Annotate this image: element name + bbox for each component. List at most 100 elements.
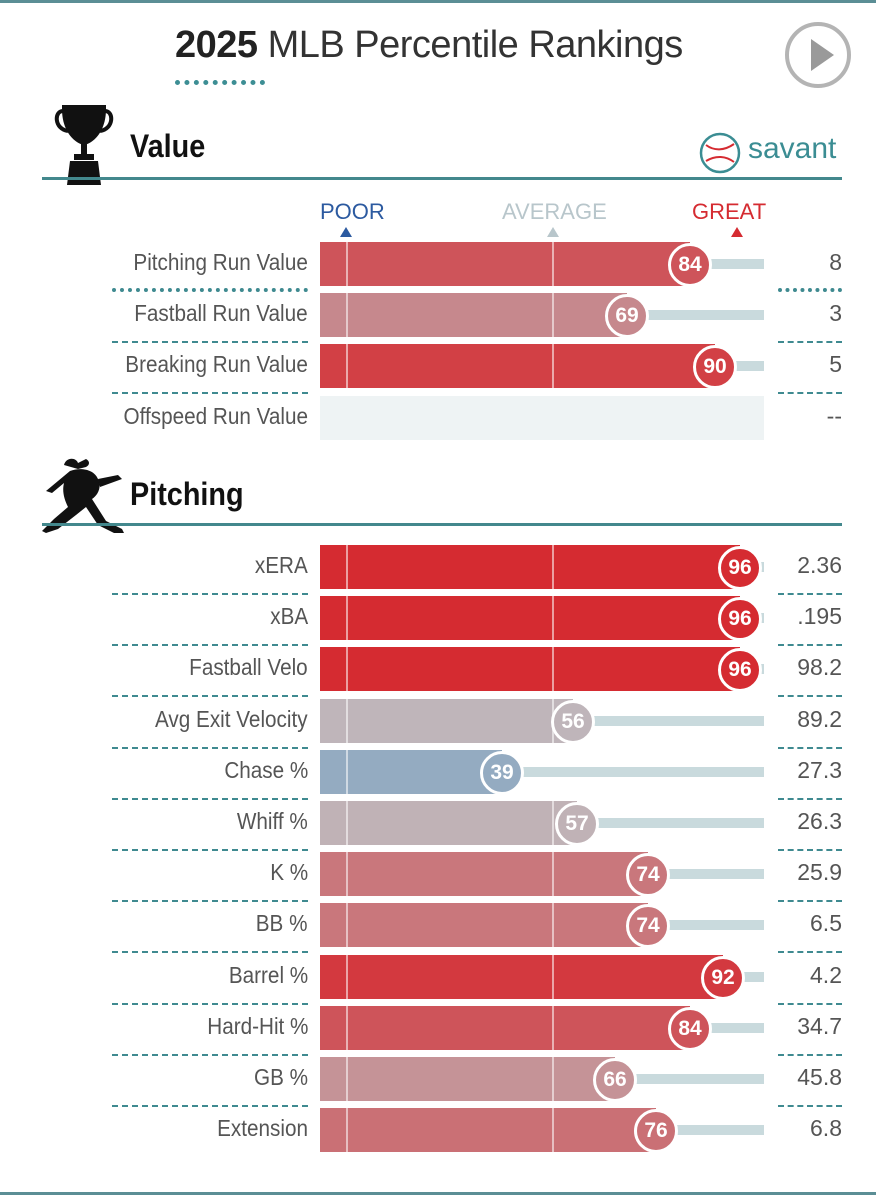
metric-label: Barrel % bbox=[228, 961, 308, 988]
poor-gridline bbox=[346, 596, 348, 641]
metric-label: BB % bbox=[256, 910, 308, 937]
percentile-track: 84 bbox=[320, 242, 764, 287]
metric-value: 45.8 bbox=[797, 1064, 842, 1090]
metric-label: Fastball Run Value bbox=[134, 300, 308, 327]
play-button[interactable] bbox=[785, 22, 851, 88]
row-separator bbox=[778, 746, 842, 749]
percentile-bar-remainder bbox=[573, 715, 764, 726]
scale-great-label: GREAT bbox=[692, 199, 767, 224]
row-separator-dotted bbox=[778, 288, 842, 292]
metric-value: 6.8 bbox=[810, 1115, 842, 1142]
metric-label: Offspeed Run Value bbox=[123, 402, 308, 429]
percentile-badge: 96 bbox=[718, 546, 762, 590]
metric-label: Avg Exit Velocity bbox=[155, 705, 308, 732]
poor-gridline bbox=[346, 647, 348, 692]
percentile-bar bbox=[320, 801, 577, 845]
average-gridline bbox=[552, 545, 554, 589]
row-separator bbox=[112, 746, 308, 749]
metric-value: 26.3 bbox=[797, 808, 842, 834]
row-separator bbox=[778, 392, 842, 395]
metric-label: Pitching Run Value bbox=[133, 249, 308, 275]
row-separator bbox=[778, 1053, 842, 1056]
row-separator bbox=[778, 849, 842, 851]
row-separator-dotted bbox=[112, 288, 308, 292]
row-separator bbox=[112, 797, 308, 800]
percentile-badge: 92 bbox=[701, 955, 745, 1000]
row-separator bbox=[112, 341, 308, 344]
percentile-bar bbox=[320, 596, 740, 641]
metric-label: Hard-Hit % bbox=[206, 1012, 308, 1039]
scale-average-label: AVERAGE bbox=[502, 199, 607, 224]
percentile-track: 90 bbox=[320, 344, 764, 390]
percentile-badge: 96 bbox=[718, 648, 762, 693]
metric-label: K % bbox=[270, 859, 308, 886]
metric-value: 8 bbox=[829, 249, 842, 275]
percentile-badge: 74 bbox=[626, 904, 670, 949]
row-separator bbox=[778, 593, 842, 595]
metric-value: 4.2 bbox=[810, 961, 842, 988]
percentile-bar-remainder bbox=[690, 1022, 764, 1033]
row-separator bbox=[112, 695, 308, 698]
percentile-track: 39 bbox=[320, 749, 764, 795]
scale-great-marker bbox=[731, 227, 743, 237]
row-separator bbox=[112, 392, 308, 395]
row-separator bbox=[112, 951, 308, 954]
savant-brand: savant bbox=[748, 132, 837, 165]
average-gridline bbox=[552, 242, 554, 286]
metric-value: 2.36 bbox=[797, 552, 842, 578]
percentile-bar bbox=[320, 1057, 615, 1101]
row-separator bbox=[112, 1105, 308, 1107]
metric-label: GB % bbox=[253, 1064, 308, 1090]
section-rule-pitching bbox=[42, 523, 842, 526]
scale-poor-label: POOR bbox=[320, 199, 385, 224]
scale-average-marker bbox=[547, 227, 559, 237]
percentile-bar bbox=[320, 954, 723, 999]
bottom-border bbox=[0, 1192, 876, 1195]
poor-gridline bbox=[346, 344, 348, 389]
page-title: 2025 MLB Percentile Rankings bbox=[175, 24, 683, 66]
percentile-bar-remainder bbox=[690, 259, 764, 269]
title-underline bbox=[175, 80, 265, 85]
percentile-track: 69 bbox=[320, 293, 764, 339]
percentile-bar-remainder bbox=[615, 1074, 764, 1084]
average-gridline bbox=[552, 954, 554, 999]
poor-gridline bbox=[346, 954, 348, 999]
percentile-track: 76 bbox=[320, 1108, 764, 1154]
percentile-track: 96 bbox=[320, 596, 764, 642]
row-separator bbox=[778, 951, 842, 954]
percentile-bar-remainder bbox=[656, 1125, 764, 1136]
poor-gridline bbox=[346, 698, 348, 743]
scale-poor-marker bbox=[340, 227, 352, 237]
play-icon bbox=[811, 39, 834, 71]
row-separator bbox=[778, 900, 842, 903]
percentile-bar-remainder bbox=[648, 869, 764, 880]
metric-value: 3 bbox=[829, 300, 842, 327]
poor-gridline bbox=[346, 242, 348, 286]
row-separator bbox=[112, 593, 308, 595]
percentile-bar-remainder bbox=[648, 920, 764, 931]
metric-value: 6.5 bbox=[810, 910, 842, 937]
percentile-track: 74 bbox=[320, 852, 764, 898]
average-gridline bbox=[552, 1057, 554, 1101]
metric-value: 89.2 bbox=[797, 705, 842, 732]
average-gridline bbox=[552, 344, 554, 389]
section-title-pitching: Pitching bbox=[130, 476, 244, 512]
section-rule-value bbox=[42, 177, 842, 180]
row-separator bbox=[112, 849, 308, 851]
percentile-bar bbox=[320, 1005, 690, 1050]
percentile-bar bbox=[320, 1108, 656, 1153]
trophy-icon bbox=[54, 105, 114, 185]
metric-value: 25.9 bbox=[797, 859, 842, 886]
percentile-bar bbox=[320, 344, 715, 389]
percentile-track: 92 bbox=[320, 954, 764, 1000]
average-gridline bbox=[552, 801, 554, 845]
percentile-badge: 66 bbox=[593, 1058, 637, 1102]
percentile-badge: 74 bbox=[626, 853, 670, 898]
poor-gridline bbox=[346, 545, 348, 589]
poor-gridline bbox=[346, 1108, 348, 1153]
percentile-bar bbox=[320, 242, 690, 286]
percentile-track: 84 bbox=[320, 1005, 764, 1051]
row-separator bbox=[778, 797, 842, 800]
percentile-bar-remainder bbox=[627, 310, 764, 321]
metric-label: xERA bbox=[255, 552, 308, 578]
